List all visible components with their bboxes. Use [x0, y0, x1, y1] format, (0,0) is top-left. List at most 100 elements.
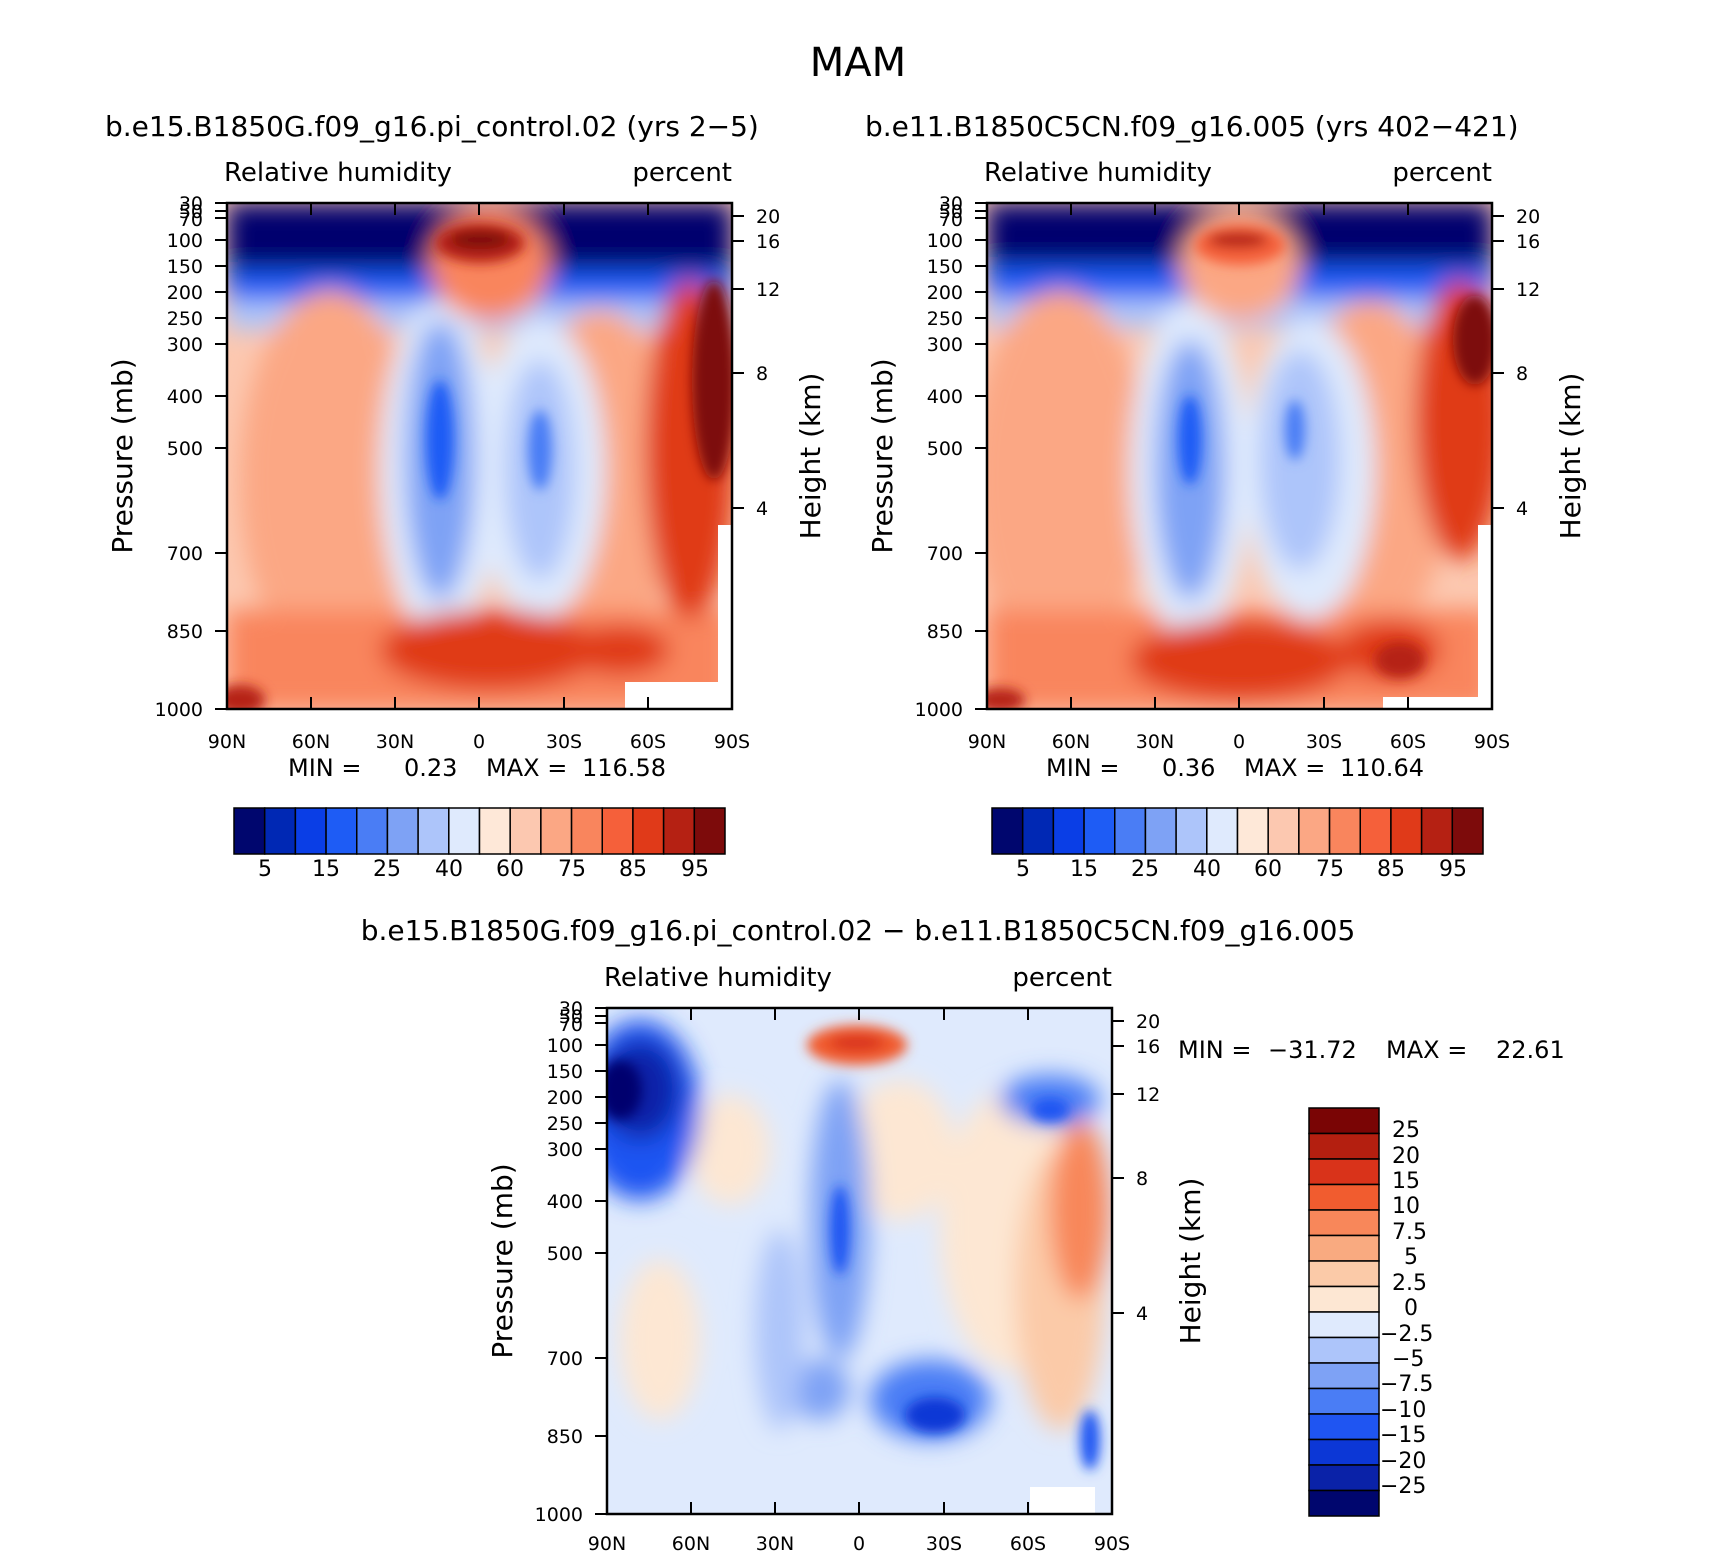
colorbar-swatch — [263, 807, 297, 855]
variable-label: Relative humidity — [604, 963, 832, 993]
colorbar-swatch — [1052, 807, 1085, 855]
colorbar-swatch — [1308, 1489, 1380, 1517]
y2-axis-title: Height (km) — [794, 373, 827, 540]
colorbar-swatch — [1308, 1362, 1380, 1390]
pressure-label-50: 50 — [179, 201, 203, 223]
panel-title: b.e11.B1850C5CN.f09_g16.005 (yrs 402−421… — [865, 110, 1519, 143]
pressure-label-300: 300 — [167, 334, 203, 356]
colorbar-swatch — [1308, 1107, 1380, 1135]
colorbar-swatch — [1451, 807, 1484, 855]
pressure-tick-labels: 30 50 70 100 150 200 250 300 400 500 700… — [155, 193, 203, 721]
height-ticks — [1492, 215, 1504, 509]
colorbar — [233, 807, 726, 855]
colorbar-swatch — [601, 807, 634, 855]
pressure-label-500: 500 — [927, 438, 963, 460]
pressure-label-500: 500 — [167, 438, 203, 460]
lat-label-30s: 30S — [546, 731, 582, 753]
pressure-label-70: 70 — [559, 1014, 583, 1036]
lat-ticks — [226, 203, 733, 709]
pressure-label-300: 300 — [547, 1139, 583, 1161]
colorbar-swatch — [1308, 1387, 1380, 1415]
lat-label-60s: 60S — [1390, 731, 1426, 753]
max-value: 116.58 — [582, 754, 666, 782]
colorbar-swatch — [386, 807, 419, 855]
colorbar-swatch — [991, 807, 1024, 855]
colorbar-swatch — [1308, 1285, 1380, 1313]
pressure-label-70: 70 — [939, 209, 963, 231]
pressure-label-1000: 1000 — [535, 1504, 583, 1526]
units-label: percent — [1012, 963, 1112, 993]
colorbar-swatch — [1308, 1209, 1380, 1237]
colorbar-label-25: 25 — [373, 857, 401, 882]
height-tick-labels: 20 16 12 8 4 — [1516, 206, 1540, 520]
colorbar-label-neg-10: −10 — [1380, 1398, 1426, 1423]
min-label: MIN = — [1178, 1036, 1251, 1064]
colorbar-label-75: 75 — [558, 857, 586, 882]
pressure-label-300: 300 — [927, 334, 963, 356]
min-label: MIN = — [1046, 754, 1119, 782]
height-label-8: 8 — [1136, 1168, 1148, 1190]
pressure-label-250: 250 — [927, 308, 963, 330]
pressure-label-50: 50 — [939, 201, 963, 223]
colorbar-swatch — [1328, 807, 1361, 855]
pressure-label-850: 850 — [547, 1426, 583, 1448]
lat-tick-labels: 90N 60N 30N 0 30S 60S 90S — [208, 731, 750, 753]
pressure-label-100: 100 — [167, 230, 203, 252]
contour-field — [607, 1008, 1112, 1514]
lat-label-90s: 90S — [714, 731, 750, 753]
colorbar-label-7-5: 7.5 — [1392, 1220, 1427, 1245]
lat-label-30s: 30S — [926, 1533, 962, 1555]
y-axis-title: Pressure (mb) — [866, 358, 899, 553]
colorbar-swatch — [1175, 807, 1208, 855]
height-label-8: 8 — [1516, 363, 1528, 385]
colorbar-swatch — [693, 807, 726, 855]
height-label-4: 4 — [1516, 498, 1528, 520]
pressure-label-200: 200 — [547, 1087, 583, 1109]
lat-label-90n: 90N — [588, 1533, 626, 1555]
variable-label: Relative humidity — [984, 158, 1212, 188]
pressure-label-250: 250 — [547, 1113, 583, 1135]
lat-label-90n: 90N — [968, 731, 1006, 753]
colorbar-swatch — [509, 807, 542, 855]
colorbar-swatch — [1206, 807, 1239, 855]
lat-label-30s: 30S — [1306, 731, 1342, 753]
pressure-ticks — [215, 202, 227, 710]
colorbar-label-0: 0 — [1404, 1296, 1418, 1321]
colorbar-swatch — [1236, 807, 1269, 855]
max-label: MAX = — [1244, 754, 1325, 782]
height-label-20: 20 — [756, 206, 780, 228]
season-title: MAM — [810, 40, 906, 86]
height-label-16: 16 — [756, 231, 780, 253]
height-ticks — [1112, 1020, 1124, 1314]
colorbar-label-neg-2-5: −2.5 — [1380, 1322, 1433, 1347]
lat-label-30n: 30N — [1136, 731, 1174, 753]
colorbar-swatch — [1144, 807, 1177, 855]
panel-title: b.e15.B1850G.f09_g16.pi_control.02 − b.e… — [361, 914, 1356, 947]
pressure-label-70: 70 — [179, 209, 203, 231]
lat-label-60n: 60N — [1052, 731, 1090, 753]
pressure-label-100: 100 — [927, 230, 963, 252]
pressure-label-30: 30 — [939, 193, 963, 215]
height-label-4: 4 — [1136, 1303, 1148, 1325]
pressure-label-400: 400 — [927, 386, 963, 408]
colorbar-swatch — [1114, 807, 1147, 855]
colorbar-labels: 25 20 15 10 7.5 5 2.5 0 −2.5 −5 −7.5 −10… — [1380, 1118, 1433, 1499]
pressure-label-1000: 1000 — [915, 699, 963, 721]
colorbar-swatch — [1021, 807, 1055, 855]
pressure-label-250: 250 — [167, 308, 203, 330]
colorbar-swatch — [294, 807, 327, 855]
colorbar-swatch — [1359, 807, 1392, 855]
pressure-label-100: 100 — [547, 1035, 583, 1057]
height-label-20: 20 — [1516, 206, 1540, 228]
colorbar-label-neg-15: −15 — [1380, 1423, 1426, 1448]
lat-tick-labels: 90N 60N 30N 0 30S 60S 90S — [968, 731, 1510, 753]
y2-axis-title: Height (km) — [1174, 1178, 1207, 1345]
colorbar-label-15: 15 — [1070, 857, 1098, 882]
pressure-label-700: 700 — [167, 543, 203, 565]
height-tick-labels: 20 16 12 8 4 — [1136, 1011, 1160, 1325]
lat-ticks — [606, 1008, 1113, 1514]
y-axis-title: Pressure (mb) — [486, 1163, 519, 1358]
colorbar-swatch — [1308, 1336, 1380, 1364]
colorbar-label-neg-20: −20 — [1380, 1449, 1426, 1474]
lat-label-60n: 60N — [672, 1533, 710, 1555]
